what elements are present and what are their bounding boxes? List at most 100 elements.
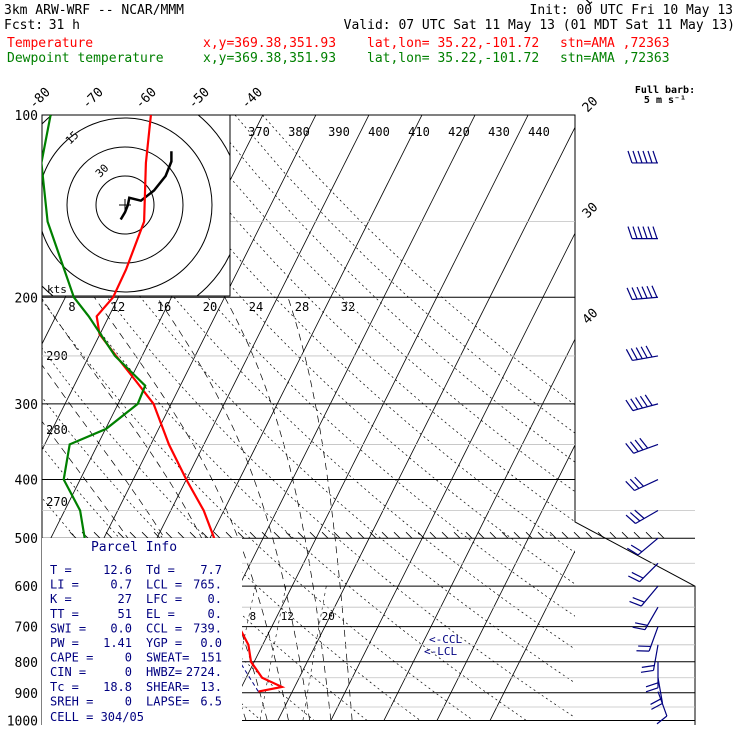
wind-barb	[625, 394, 659, 412]
wind-barb-flag	[629, 441, 639, 452]
hatch-mark	[237, 531, 245, 539]
theta-label: 420	[448, 125, 470, 139]
pressure-label: 600	[15, 580, 38, 595]
wind-barb-flag	[639, 437, 649, 449]
hodograph-box	[41, 114, 231, 297]
parcel-key-right: SWEAT=	[146, 651, 189, 665]
hatch-mark	[333, 531, 341, 539]
hodograph-speed-tick: 24	[249, 300, 263, 314]
wind-barb-staff	[633, 443, 659, 454]
pressure-label: 300	[15, 398, 38, 413]
hatch-mark	[249, 531, 257, 539]
wind-barb	[627, 226, 658, 240]
wind-barb-staff	[644, 606, 659, 631]
parcel-value-right: 6.5	[200, 694, 222, 708]
wind-barb	[626, 537, 659, 556]
temperature-line	[95, 115, 286, 693]
parcel-key-right: YGP =	[146, 636, 182, 650]
isotherm-line	[383, 338, 575, 721]
wind-barb-flag	[647, 150, 653, 164]
hatch-mark	[621, 531, 629, 539]
wind-barb-flag	[645, 682, 659, 688]
mixing-ratio-label: 12	[281, 610, 294, 623]
wind-barb-flag	[642, 150, 648, 164]
wind-barb-flag	[651, 285, 658, 298]
theta-label: 370	[248, 125, 270, 139]
hatch-mark	[513, 531, 521, 539]
wind-barb-flag	[656, 715, 668, 725]
wind-barb-flag	[632, 150, 638, 164]
parcel-value-right: 0.0	[200, 636, 222, 650]
wind-barb-flag	[634, 476, 644, 487]
wind-barb-flag	[625, 349, 633, 361]
parcel-key-right: HWBZ=	[146, 665, 182, 679]
hatch-mark	[657, 531, 665, 539]
parcel-value-left: 0	[125, 694, 132, 708]
wind-barb-staff	[632, 296, 659, 301]
parcel-key-right: CCL =	[146, 621, 182, 635]
wind-barb-flag	[629, 600, 642, 607]
isotherm-label: 40	[580, 306, 602, 328]
wind-barb-flag	[641, 664, 655, 668]
wind-barb-flag	[637, 150, 643, 164]
hatch-mark	[369, 531, 377, 539]
wind-barb-flag	[626, 287, 633, 300]
wind-barb-staff	[632, 355, 659, 362]
dewpoint-legend-stn: stn=AMA ,72363	[560, 51, 670, 66]
moist-adiabat	[42, 297, 268, 721]
parcel-value-left: 1.41	[103, 636, 132, 650]
hatch-mark	[525, 531, 533, 539]
hatch-mark	[69, 531, 77, 539]
wind-barb-flag	[629, 512, 641, 522]
wind-barb-flag	[646, 285, 653, 299]
ccl-marker: <-CCL	[429, 633, 462, 646]
wind-barb-flag	[645, 687, 659, 693]
hatch-mark	[321, 531, 329, 539]
theta-label: 400	[368, 125, 390, 139]
parcel-key-left: CAPE =	[50, 651, 93, 665]
model-title: 3km ARW-WRF -- NCAR/MMM	[4, 3, 184, 18]
wind-barb-staff	[652, 644, 659, 671]
parcel-key-left: SREH =	[50, 694, 93, 708]
parcel-value-left: 12.6	[103, 563, 132, 577]
hatch-mark	[117, 531, 125, 539]
pressure-label: 100	[15, 109, 38, 124]
parcel-key-right: LCL =	[146, 578, 182, 592]
wind-barb-flag	[630, 398, 639, 410]
wind-barb-flag	[652, 150, 658, 164]
pressure-label: 800	[15, 656, 38, 671]
wind-barb-flag	[645, 345, 653, 358]
hodograph-speed-tick: 16	[157, 300, 171, 314]
hatch-mark	[285, 531, 293, 539]
parcel-value-right: 151	[200, 651, 222, 665]
mixing-ratio-label: 20	[322, 610, 335, 623]
hatch-mark	[357, 531, 365, 539]
barb-legend-title: Full barb:	[635, 85, 695, 96]
hodograph-units: kts	[47, 283, 67, 296]
pressure-label: 500	[15, 532, 38, 547]
isotherm-line	[436, 444, 575, 721]
hatch-mark	[225, 531, 233, 539]
parcel-key-left: T =	[50, 563, 72, 577]
parcel-value-left: 0.7	[110, 578, 132, 592]
hodograph-ring	[95, 175, 155, 235]
pressure-label: 900	[15, 687, 38, 702]
hatch-mark	[393, 531, 401, 539]
wind-barb-flag	[651, 702, 663, 710]
parcel-value-left: 27	[118, 592, 132, 606]
hodograph-speed-tick: 28	[295, 300, 309, 314]
parcel-info-rows: T = 12.6 Td = 7.7 LI = 0.7 LCL = 765. K = 27 LFC =…	[50, 563, 222, 708]
hatch-mark	[309, 531, 317, 539]
theta-label: 410	[408, 125, 430, 139]
parcel-value-left: 0	[125, 651, 132, 665]
parcel-key-left: PW =	[50, 636, 79, 650]
wind-barb-flag	[625, 514, 636, 524]
wind-barb-flag	[628, 575, 640, 583]
valid-time: Valid: 07 UTC Sat 11 May 13 (01 MDT Sat …	[344, 18, 735, 33]
pressure-label: 700	[15, 621, 38, 636]
wind-barb-flag	[632, 626, 646, 631]
dry-adiabat	[262, 115, 575, 406]
isotherm-label: 30	[580, 200, 602, 222]
mixing-ratio-line	[302, 586, 327, 721]
parcel-value-right: 0.	[208, 592, 222, 606]
